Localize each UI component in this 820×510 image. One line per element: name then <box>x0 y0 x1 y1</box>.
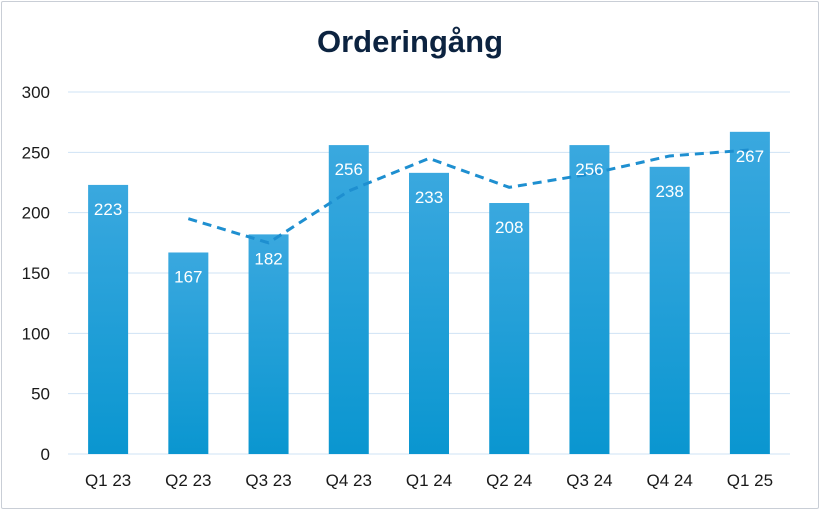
y-tick-label: 50 <box>31 385 50 404</box>
bar-value-label: 208 <box>495 218 523 237</box>
y-tick-label: 250 <box>22 143 50 162</box>
bar <box>168 252 209 454</box>
bar <box>248 234 289 454</box>
x-axis-ticks: Q1 23 Q2 23 Q3 23 Q4 23 Q1 24 Q2 24 Q3 24 Q4 24… <box>85 471 773 490</box>
bar <box>569 145 610 455</box>
bar <box>649 166 690 454</box>
x-tick-label: Q4 23 <box>326 471 372 490</box>
y-tick-label: 100 <box>22 324 50 343</box>
bar <box>729 131 770 454</box>
bars <box>88 131 770 455</box>
bar <box>328 145 369 455</box>
x-tick-label: Q1 24 <box>406 471 452 490</box>
x-tick-label: Q3 24 <box>566 471 612 490</box>
y-axis-ticks: 0 50 100 150 200 250 300 <box>22 83 50 464</box>
y-tick-label: 0 <box>41 445 50 464</box>
y-tick-label: 200 <box>22 204 50 223</box>
x-tick-label: Q4 24 <box>647 471 693 490</box>
bar-value-label: 267 <box>736 147 764 166</box>
x-tick-label: Q1 23 <box>85 471 131 490</box>
trend-line <box>187 148 751 245</box>
bar-value-label: 238 <box>655 182 683 201</box>
bar-value-label: 223 <box>94 200 122 219</box>
chart-title: Orderingång <box>317 24 503 59</box>
trend-line-group <box>187 148 751 245</box>
y-tick-label: 300 <box>22 83 50 102</box>
bar-value-label: 167 <box>174 267 202 286</box>
bar-value-label: 182 <box>254 249 282 268</box>
x-tick-label: Q2 24 <box>486 471 532 490</box>
data-labels: 223 167 182 256 233 208 256 238 267 <box>94 147 764 287</box>
bar-value-label: 256 <box>575 160 603 179</box>
bar <box>409 172 449 454</box>
x-tick-label: Q3 23 <box>245 471 291 490</box>
bar-value-label: 256 <box>335 160 363 179</box>
x-tick-label: Q2 23 <box>165 471 211 490</box>
x-tick-label: Q1 25 <box>727 471 773 490</box>
bar <box>489 203 530 454</box>
y-tick-label: 150 <box>22 264 50 283</box>
bar <box>88 184 129 454</box>
bar-value-label: 233 <box>415 188 443 207</box>
